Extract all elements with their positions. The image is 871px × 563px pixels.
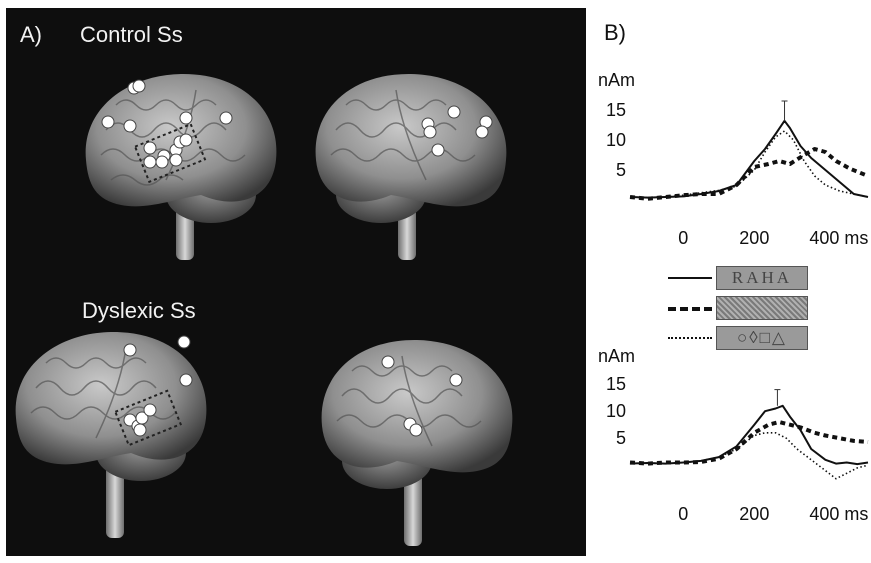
brain-control-left [85, 73, 277, 260]
series-dotted-0 [629, 130, 869, 199]
legend-solid-line [668, 277, 712, 279]
brain-dyslexic-left [15, 331, 207, 538]
y-tick-label-0-0: 5 [616, 160, 626, 180]
panel-a: A) Control Ss Dyslexic Ss [6, 8, 586, 556]
y-tick-label-0-2: 15 [606, 100, 626, 120]
legend-stimulus-word: RAHA [716, 266, 808, 290]
legend-stimulus-noise [716, 296, 808, 320]
x-tick-label-0-1: 200 [739, 228, 769, 248]
legend-row-solid: RAHA [660, 266, 870, 290]
control-group-label: Control Ss [80, 22, 183, 47]
brain-control-right [315, 73, 507, 260]
panel-a-label: A) [20, 22, 42, 47]
chart-top: nAm 5 10 15 0 200 400 ms [598, 70, 869, 248]
legend-row-dotted: ○◊□△ [660, 326, 870, 350]
legend: RAHA ○◊□△ [660, 262, 870, 354]
dyslexic-group-label: Dyslexic Ss [82, 298, 196, 323]
x-tick-label-0-0: 0 [678, 228, 688, 248]
legend-dotted-line [668, 337, 712, 339]
series-dashed-0 [629, 147, 869, 201]
series-dashed-1 [629, 420, 869, 466]
x-tick-label-1-1: 200 [739, 504, 769, 524]
legend-dashed-line [668, 307, 712, 311]
series-solid-0 [629, 119, 869, 199]
y-tick-label-1-1: 10 [606, 401, 626, 421]
x-tick-label-0-2: 400 ms [809, 228, 868, 248]
y-axis-label-0: nAm [598, 70, 635, 90]
y-axis-label-1: nAm [598, 346, 635, 366]
y-tick-label-1-2: 15 [606, 374, 626, 394]
series-dotted-1 [629, 432, 869, 480]
panel-b-label: B) [604, 20, 626, 45]
y-tick-label-1-0: 5 [616, 428, 626, 448]
chart-bottom: nAm 5 10 15 0 200 400 ms [598, 346, 869, 524]
legend-row-dashed [660, 296, 870, 320]
y-tick-label-0-1: 10 [606, 130, 626, 150]
brain-dyslexic-right [321, 339, 513, 546]
x-tick-label-1-2: 400 ms [809, 504, 868, 524]
legend-stimulus-symbols: ○◊□△ [716, 326, 808, 350]
x-tick-label-1-0: 0 [678, 504, 688, 524]
